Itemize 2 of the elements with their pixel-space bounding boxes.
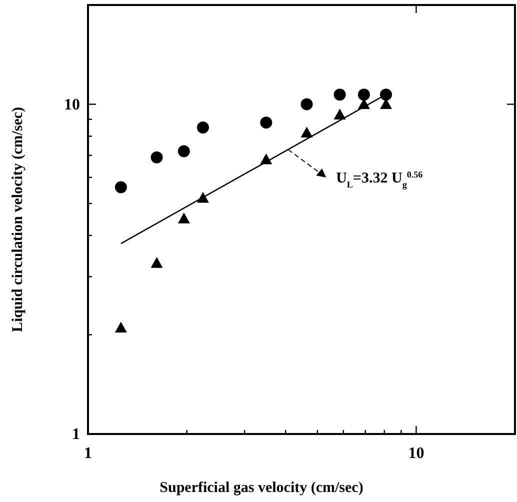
x-axis-title: Superficial gas velocity (cm/sec) (160, 480, 364, 496)
y-axis-title: Liquid circulation velocity (cm/sec) (10, 106, 26, 332)
